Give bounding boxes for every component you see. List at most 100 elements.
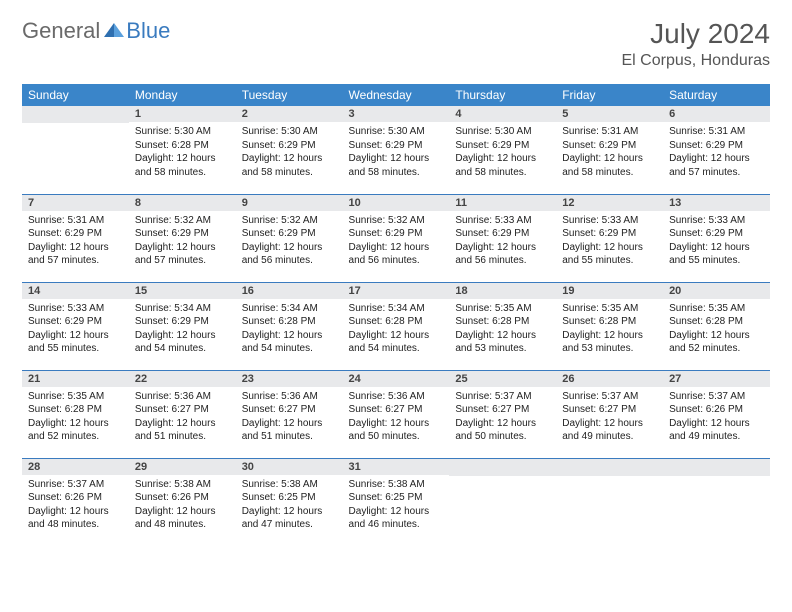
day-of-week-header: Monday: [129, 84, 236, 106]
day-number-bar: 20: [663, 283, 770, 299]
day-number-bar: 16: [236, 283, 343, 299]
day-number-bar: 31: [343, 459, 450, 475]
day-number-bar: 5: [556, 106, 663, 122]
day-of-week-header: Tuesday: [236, 84, 343, 106]
day-details: Sunrise: 5:34 AMSunset: 6:28 PMDaylight:…: [343, 299, 450, 360]
logo-triangle-icon: [104, 21, 124, 42]
day-details: Sunrise: 5:31 AMSunset: 6:29 PMDaylight:…: [22, 211, 129, 272]
calendar-week-row: 1Sunrise: 5:30 AMSunset: 6:28 PMDaylight…: [22, 106, 770, 194]
calendar-cell: 30Sunrise: 5:38 AMSunset: 6:25 PMDayligh…: [236, 458, 343, 546]
calendar-week-row: 14Sunrise: 5:33 AMSunset: 6:29 PMDayligh…: [22, 282, 770, 370]
calendar-cell: 23Sunrise: 5:36 AMSunset: 6:27 PMDayligh…: [236, 370, 343, 458]
day-number-bar: 9: [236, 195, 343, 211]
calendar-cell: 10Sunrise: 5:32 AMSunset: 6:29 PMDayligh…: [343, 194, 450, 282]
day-details: Sunrise: 5:36 AMSunset: 6:27 PMDaylight:…: [129, 387, 236, 448]
calendar-week-row: 21Sunrise: 5:35 AMSunset: 6:28 PMDayligh…: [22, 370, 770, 458]
day-of-week-header: Sunday: [22, 84, 129, 106]
calendar-cell: 22Sunrise: 5:36 AMSunset: 6:27 PMDayligh…: [129, 370, 236, 458]
calendar-cell: 27Sunrise: 5:37 AMSunset: 6:26 PMDayligh…: [663, 370, 770, 458]
calendar-cell: 17Sunrise: 5:34 AMSunset: 6:28 PMDayligh…: [343, 282, 450, 370]
calendar-cell: 25Sunrise: 5:37 AMSunset: 6:27 PMDayligh…: [449, 370, 556, 458]
day-details: Sunrise: 5:33 AMSunset: 6:29 PMDaylight:…: [556, 211, 663, 272]
calendar-cell: 20Sunrise: 5:35 AMSunset: 6:28 PMDayligh…: [663, 282, 770, 370]
day-number-bar: [22, 106, 129, 123]
day-number-bar: 7: [22, 195, 129, 211]
calendar-cell: 8Sunrise: 5:32 AMSunset: 6:29 PMDaylight…: [129, 194, 236, 282]
calendar-cell: [449, 458, 556, 546]
day-details: Sunrise: 5:30 AMSunset: 6:29 PMDaylight:…: [343, 122, 450, 183]
calendar-cell: 1Sunrise: 5:30 AMSunset: 6:28 PMDaylight…: [129, 106, 236, 194]
day-number-bar: 13: [663, 195, 770, 211]
month-title: July 2024: [621, 18, 770, 50]
day-details: Sunrise: 5:35 AMSunset: 6:28 PMDaylight:…: [556, 299, 663, 360]
day-number-bar: 14: [22, 283, 129, 299]
day-details: Sunrise: 5:30 AMSunset: 6:29 PMDaylight:…: [449, 122, 556, 183]
day-number-bar: [556, 459, 663, 476]
day-details: Sunrise: 5:30 AMSunset: 6:29 PMDaylight:…: [236, 122, 343, 183]
calendar-cell: 3Sunrise: 5:30 AMSunset: 6:29 PMDaylight…: [343, 106, 450, 194]
calendar-cell: 2Sunrise: 5:30 AMSunset: 6:29 PMDaylight…: [236, 106, 343, 194]
calendar-cell: 7Sunrise: 5:31 AMSunset: 6:29 PMDaylight…: [22, 194, 129, 282]
day-of-week-header: Saturday: [663, 84, 770, 106]
day-details: Sunrise: 5:38 AMSunset: 6:25 PMDaylight:…: [236, 475, 343, 536]
calendar-cell: 14Sunrise: 5:33 AMSunset: 6:29 PMDayligh…: [22, 282, 129, 370]
day-number-bar: 2: [236, 106, 343, 122]
day-number-bar: 28: [22, 459, 129, 475]
day-details: Sunrise: 5:34 AMSunset: 6:28 PMDaylight:…: [236, 299, 343, 360]
day-number-bar: 17: [343, 283, 450, 299]
day-details: Sunrise: 5:37 AMSunset: 6:26 PMDaylight:…: [663, 387, 770, 448]
calendar-cell: 12Sunrise: 5:33 AMSunset: 6:29 PMDayligh…: [556, 194, 663, 282]
logo: General Blue: [22, 18, 170, 44]
day-number-bar: 30: [236, 459, 343, 475]
calendar-cell: 15Sunrise: 5:34 AMSunset: 6:29 PMDayligh…: [129, 282, 236, 370]
day-of-week-header: Wednesday: [343, 84, 450, 106]
title-block: July 2024 El Corpus, Honduras: [621, 18, 770, 70]
day-number-bar: 23: [236, 371, 343, 387]
page-header: General Blue July 2024 El Corpus, Hondur…: [22, 18, 770, 70]
location-text: El Corpus, Honduras: [621, 52, 770, 70]
day-details: Sunrise: 5:37 AMSunset: 6:27 PMDaylight:…: [556, 387, 663, 448]
calendar-cell: 18Sunrise: 5:35 AMSunset: 6:28 PMDayligh…: [449, 282, 556, 370]
logo-text-general: General: [22, 18, 100, 44]
day-details: Sunrise: 5:35 AMSunset: 6:28 PMDaylight:…: [22, 387, 129, 448]
day-number-bar: 1: [129, 106, 236, 122]
calendar-week-row: 28Sunrise: 5:37 AMSunset: 6:26 PMDayligh…: [22, 458, 770, 546]
calendar-cell: 19Sunrise: 5:35 AMSunset: 6:28 PMDayligh…: [556, 282, 663, 370]
calendar-cell: [556, 458, 663, 546]
day-details: Sunrise: 5:31 AMSunset: 6:29 PMDaylight:…: [556, 122, 663, 183]
day-details: Sunrise: 5:36 AMSunset: 6:27 PMDaylight:…: [236, 387, 343, 448]
day-details: Sunrise: 5:33 AMSunset: 6:29 PMDaylight:…: [449, 211, 556, 272]
calendar-cell: 28Sunrise: 5:37 AMSunset: 6:26 PMDayligh…: [22, 458, 129, 546]
day-number-bar: 6: [663, 106, 770, 122]
day-details: Sunrise: 5:30 AMSunset: 6:28 PMDaylight:…: [129, 122, 236, 183]
day-details: Sunrise: 5:32 AMSunset: 6:29 PMDaylight:…: [236, 211, 343, 272]
calendar-cell: 16Sunrise: 5:34 AMSunset: 6:28 PMDayligh…: [236, 282, 343, 370]
day-number-bar: 3: [343, 106, 450, 122]
day-number-bar: 11: [449, 195, 556, 211]
day-number-bar: 8: [129, 195, 236, 211]
day-number-bar: 10: [343, 195, 450, 211]
day-details: Sunrise: 5:37 AMSunset: 6:27 PMDaylight:…: [449, 387, 556, 448]
day-details: Sunrise: 5:38 AMSunset: 6:25 PMDaylight:…: [343, 475, 450, 536]
calendar-cell: 29Sunrise: 5:38 AMSunset: 6:26 PMDayligh…: [129, 458, 236, 546]
calendar-cell: 31Sunrise: 5:38 AMSunset: 6:25 PMDayligh…: [343, 458, 450, 546]
day-number-bar: 21: [22, 371, 129, 387]
day-details: Sunrise: 5:33 AMSunset: 6:29 PMDaylight:…: [663, 211, 770, 272]
day-number-bar: 27: [663, 371, 770, 387]
day-details: Sunrise: 5:32 AMSunset: 6:29 PMDaylight:…: [343, 211, 450, 272]
calendar-week-row: 7Sunrise: 5:31 AMSunset: 6:29 PMDaylight…: [22, 194, 770, 282]
calendar-cell: 26Sunrise: 5:37 AMSunset: 6:27 PMDayligh…: [556, 370, 663, 458]
day-number-bar: 4: [449, 106, 556, 122]
day-number-bar: 26: [556, 371, 663, 387]
day-of-week-header: Friday: [556, 84, 663, 106]
day-of-week-header: Thursday: [449, 84, 556, 106]
day-number-bar: 15: [129, 283, 236, 299]
logo-text-blue: Blue: [126, 18, 170, 44]
day-number-bar: 25: [449, 371, 556, 387]
day-number-bar: 29: [129, 459, 236, 475]
day-number-bar: 18: [449, 283, 556, 299]
calendar-cell: 4Sunrise: 5:30 AMSunset: 6:29 PMDaylight…: [449, 106, 556, 194]
day-details: Sunrise: 5:32 AMSunset: 6:29 PMDaylight:…: [129, 211, 236, 272]
days-of-week-row: SundayMondayTuesdayWednesdayThursdayFrid…: [22, 84, 770, 106]
calendar-cell: [663, 458, 770, 546]
